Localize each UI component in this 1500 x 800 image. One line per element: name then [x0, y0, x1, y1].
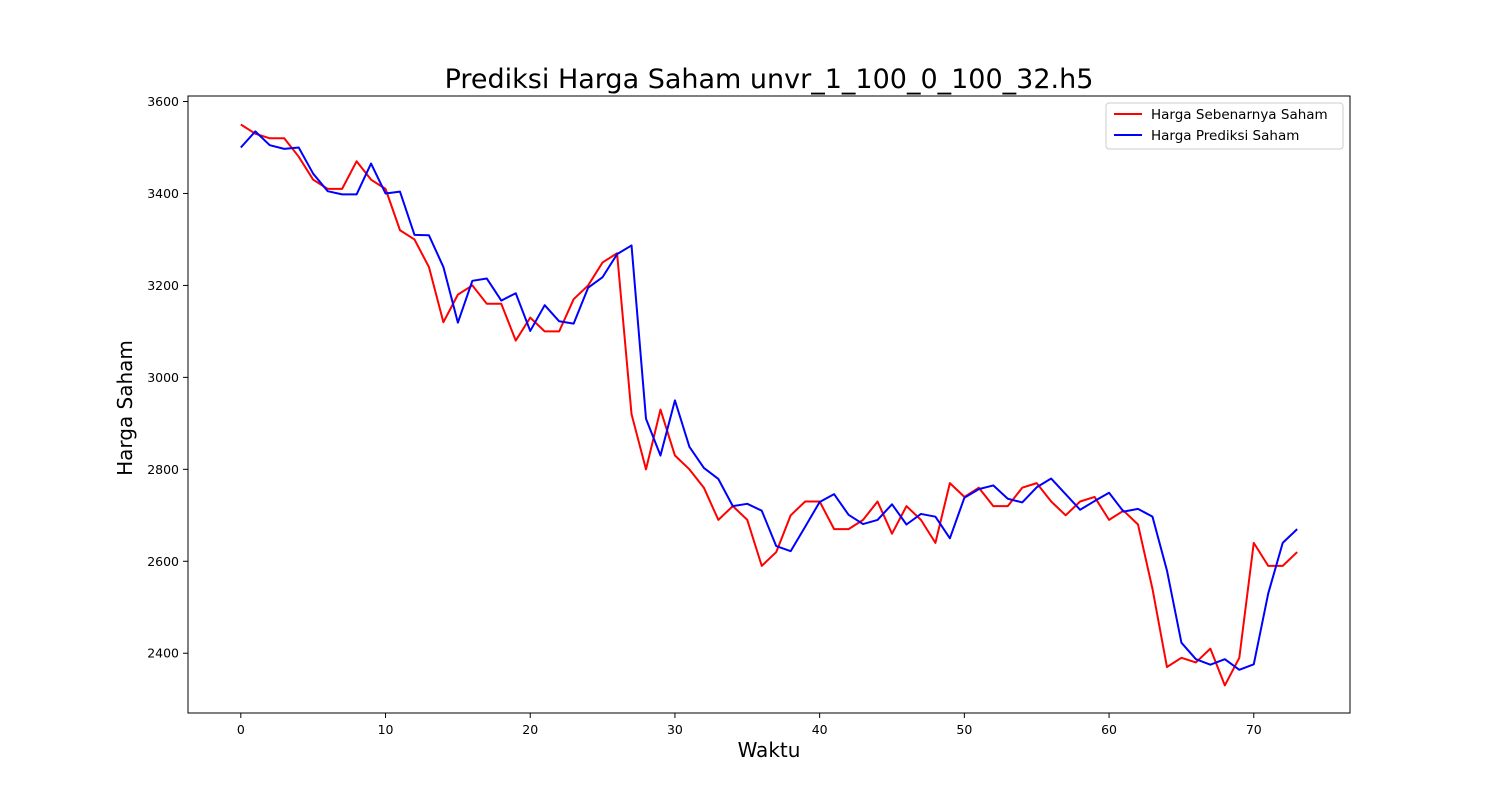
x-tick-label: 0: [237, 722, 245, 737]
legend-label-predicted: Harga Prediksi Saham: [1151, 128, 1299, 144]
x-tick-label: 60: [1101, 722, 1117, 737]
plot-area: [188, 96, 1350, 713]
y-tick-label: 3400: [147, 186, 179, 201]
y-axis-ticks: 2400 2600 2800 3000 3200 3400 3600: [147, 94, 188, 661]
y-tick-label: 3600: [147, 94, 179, 109]
x-tick-label: 30: [667, 722, 683, 737]
legend: Harga Sebenarnya Saham Harga Prediksi Sa…: [1105, 102, 1344, 150]
x-axis-label: Waktu: [738, 738, 801, 762]
x-tick-label: 50: [956, 722, 972, 737]
x-tick-label: 40: [812, 722, 828, 737]
series-line-predicted: [240, 130, 1298, 671]
x-tick-label: 20: [522, 722, 538, 737]
x-tick-label: 70: [1246, 722, 1262, 737]
y-axis-label: Harga Saham: [113, 340, 137, 476]
legend-label-actual: Harga Sebenarnya Saham: [1151, 107, 1328, 123]
y-tick-label: 2800: [147, 462, 179, 477]
legend-box: [1105, 102, 1344, 150]
series-line-actual: [240, 123, 1298, 687]
series-layer: [240, 123, 1298, 687]
chart-title: Prediksi Harga Saham unvr_1_100_0_100_32…: [445, 64, 1094, 95]
plot-frame: [187, 95, 1351, 714]
y-tick-label: 3200: [147, 278, 179, 293]
y-tick-label: 2400: [147, 646, 179, 661]
x-axis-ticks: 0 10 20 30 40 50 60 70: [237, 713, 1262, 737]
x-tick-label: 10: [378, 722, 394, 737]
y-tick-label: 3000: [147, 370, 179, 385]
y-tick-label: 2600: [147, 554, 179, 569]
